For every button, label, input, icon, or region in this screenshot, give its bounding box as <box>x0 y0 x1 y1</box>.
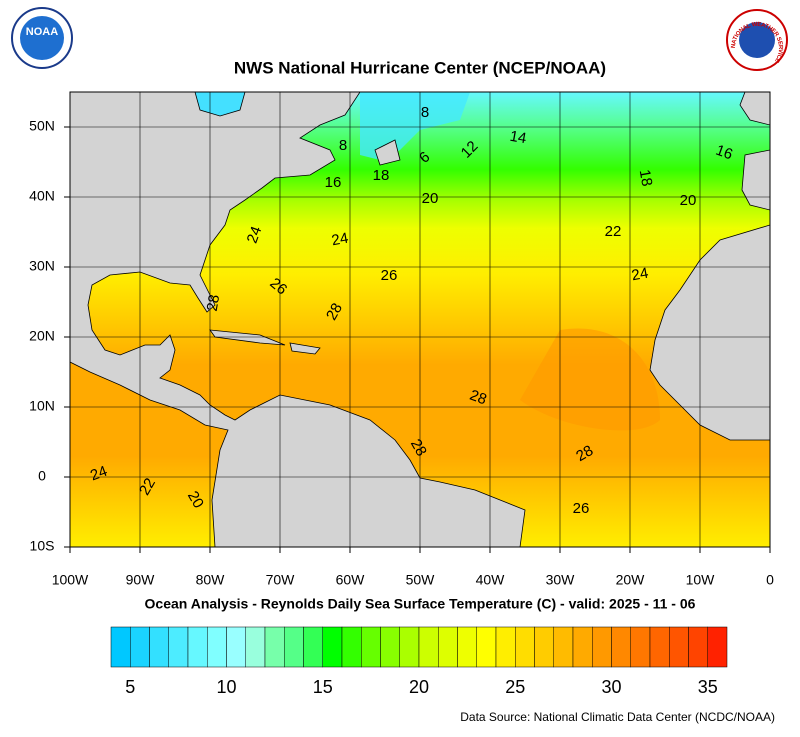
contour-label: 16 <box>713 142 734 164</box>
colorbar-swatch <box>418 626 439 668</box>
colorbar-swatch <box>207 626 227 668</box>
y-tick-label: 50N <box>29 118 55 134</box>
x-tick-label: 50W <box>406 572 436 588</box>
colorbar-swatch <box>572 626 593 668</box>
colorbar-swatch <box>515 626 535 668</box>
x-tick-label: 0 <box>766 572 774 588</box>
y-tick-label: 0 <box>38 468 46 484</box>
y-tick-label: 30N <box>29 258 55 274</box>
contour-label: 26 <box>381 267 398 284</box>
colorbar-tick-label: 10 <box>216 677 236 697</box>
colorbar-swatch <box>669 626 689 668</box>
contour-label: 8 <box>339 137 347 154</box>
colorbar-swatch <box>399 626 420 668</box>
colorbar-swatch <box>130 626 150 668</box>
y-tick-label: 10N <box>29 398 55 414</box>
colorbar-swatch <box>495 626 516 668</box>
contour-label: 28 <box>407 436 430 459</box>
y-tick-label: 10S <box>30 538 55 554</box>
contour-label: 28 <box>467 387 488 409</box>
contour-label: 24 <box>244 224 266 245</box>
contour-label: 24 <box>330 230 349 250</box>
plot-frame <box>69 91 771 548</box>
y-tick-label: 40N <box>29 188 55 204</box>
colorbar-swatch <box>264 626 285 668</box>
contour-label: 8 <box>421 104 429 121</box>
colorbar-swatch <box>457 626 477 668</box>
noaa-logo: NOAA <box>11 7 73 69</box>
contour-label: 28 <box>323 300 346 323</box>
colorbar-swatch <box>534 626 554 668</box>
colorbar-swatch <box>226 626 246 668</box>
subtitle: Ocean Analysis - Reynolds Daily Sea Surf… <box>145 596 696 612</box>
x-tick-label: 70W <box>266 572 296 588</box>
contour-label: 24 <box>88 463 109 485</box>
contour-label: 20 <box>680 192 697 209</box>
colorbar-tick-label: 15 <box>313 677 333 697</box>
x-tick-label: 100W <box>52 572 89 588</box>
colorbar-swatch <box>341 626 362 668</box>
colorbar-tick-label: 35 <box>698 677 718 697</box>
contour-label: 22 <box>136 475 159 498</box>
contour-label: 18 <box>636 168 656 187</box>
title: NWS National Hurricane Center (NCEP/NOAA… <box>234 58 606 77</box>
colorbar-tick-label: 30 <box>601 677 621 697</box>
colorbar-swatch <box>380 626 400 668</box>
contour-label: 28 <box>573 442 596 465</box>
x-tick-label: 80W <box>196 572 226 588</box>
colorbar: 5 10 15 20 25 30 35 <box>110 626 728 697</box>
y-tick-label: 20N <box>29 328 55 344</box>
colorbar-swatch <box>149 626 169 668</box>
colorbar-swatch <box>187 626 208 668</box>
contour-label: 20 <box>422 190 439 207</box>
contour-label: 14 <box>508 128 527 148</box>
contour-label: 28 <box>204 293 224 312</box>
colorbar-swatch <box>611 626 631 668</box>
colorbar-swatch <box>649 626 670 668</box>
colorbar-swatch <box>707 626 728 668</box>
colorbar-tick-label: 25 <box>505 677 525 697</box>
contour-label: 22 <box>605 223 622 240</box>
colorbar-swatch <box>553 626 574 668</box>
contour-label: 26 <box>573 500 590 517</box>
logo-text: NOAA <box>26 26 58 38</box>
nws-logo: NATIONAL WEATHER SERVICE <box>726 9 788 71</box>
colorbar-swatch <box>322 626 343 668</box>
contour-label: 16 <box>325 174 342 191</box>
x-tick-label: 40W <box>476 572 506 588</box>
colorbar-swatch <box>438 626 458 668</box>
x-tick-label: 20W <box>616 572 646 588</box>
x-tick-label: 10W <box>686 572 716 588</box>
colorbar-tick-label: 5 <box>125 677 135 697</box>
colorbar-swatch <box>361 626 381 668</box>
colorbar-swatch <box>168 626 189 668</box>
colorbar-swatch <box>630 626 651 668</box>
colorbar-swatch <box>476 626 497 668</box>
colorbar-swatch <box>245 626 266 668</box>
x-tick-label: 30W <box>546 572 576 588</box>
colorbar-swatch <box>284 626 304 668</box>
contour-label: 18 <box>373 167 390 184</box>
contour-label: 24 <box>630 265 649 285</box>
colorbar-swatch <box>303 626 323 668</box>
x-tick-label: 60W <box>336 572 366 588</box>
colorbar-swatch <box>592 626 612 668</box>
colorbar-swatch <box>110 626 131 668</box>
contour-label: 20 <box>184 488 207 511</box>
colorbar-tick-label: 20 <box>409 677 429 697</box>
colorbar-swatch <box>688 626 708 668</box>
x-tick-label: 90W <box>126 572 156 588</box>
source: Data Source: National Climatic Data Cent… <box>460 710 775 724</box>
